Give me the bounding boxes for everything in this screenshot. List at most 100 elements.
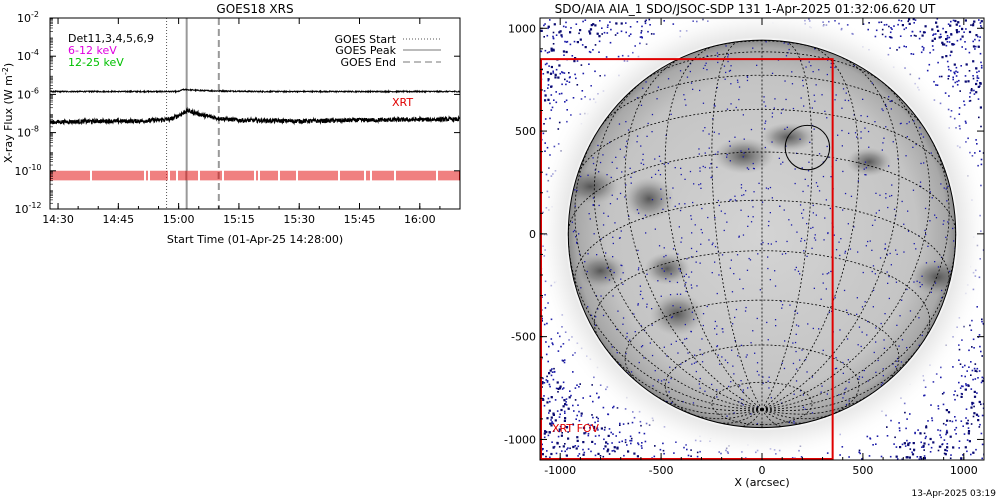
- disk-speckle-dot: [686, 337, 688, 340]
- disk-speckle-dot: [711, 383, 713, 386]
- noise-dot: [624, 439, 627, 441]
- noise-dot: [561, 83, 563, 86]
- disk-speckle-dot: [611, 346, 613, 348]
- disk-speckle-dot: [935, 217, 938, 219]
- noise-dot: [881, 28, 884, 31]
- noise-dot: [964, 80, 967, 83]
- noise-dot: [543, 395, 545, 397]
- disk-speckle-dot: [826, 273, 828, 275]
- disk-speckle-dot: [702, 102, 705, 104]
- noise-dot: [564, 101, 566, 103]
- noise-dot: [889, 31, 892, 34]
- disk-speckle-dot: [745, 306, 747, 309]
- disk-speckle-dot: [842, 170, 844, 173]
- noise-dot: [839, 454, 841, 456]
- noise-dot: [972, 378, 974, 381]
- disk-speckle-dot: [723, 65, 726, 67]
- disk-speckle-dot: [802, 209, 805, 211]
- disk-speckle-dot: [848, 400, 850, 402]
- noise-dot: [937, 449, 940, 452]
- noise-dot: [947, 65, 950, 68]
- noise-dot: [906, 418, 908, 420]
- noise-dot: [612, 406, 614, 409]
- noise-dot: [959, 363, 962, 365]
- noise-dot: [570, 394, 572, 397]
- disk-speckle-dot: [590, 314, 593, 316]
- noise-dot: [552, 35, 554, 38]
- noise-dot: [975, 82, 978, 86]
- noise-dot: [881, 33, 884, 36]
- disk-speckle-dot: [924, 229, 926, 232]
- noise-dot: [924, 437, 927, 440]
- disk-speckle-dot: [801, 349, 803, 351]
- disk-speckle-dot: [645, 81, 647, 83]
- disk-speckle-dot: [619, 148, 621, 150]
- noise-dot: [549, 102, 551, 105]
- noise-dot: [553, 23, 556, 26]
- noise-dot: [630, 437, 633, 440]
- disk-speckle-dot: [698, 383, 700, 385]
- noise-dot: [541, 386, 543, 388]
- disk-speckle-dot: [812, 204, 814, 207]
- disk-speckle-dot: [913, 243, 915, 245]
- noise-dot: [973, 93, 976, 95]
- disk-speckle-dot: [642, 218, 644, 220]
- disk-speckle-dot: [698, 153, 700, 155]
- noise-dot: [885, 23, 888, 26]
- noise-dot: [589, 32, 592, 35]
- light-curve-2: [50, 106, 460, 126]
- disk-speckle-dot: [828, 272, 830, 274]
- disk-speckle-dot: [606, 174, 608, 176]
- disk-speckle-dot: [692, 88, 694, 90]
- noise-dot: [967, 427, 970, 429]
- noise-dot: [979, 345, 981, 348]
- noise-dot: [956, 394, 959, 397]
- longitude-line: [687, 409, 763, 420]
- noise-dot: [582, 397, 584, 399]
- noise-dot: [636, 21, 639, 23]
- disk-speckle-dot: [877, 359, 879, 362]
- disk-speckle-dot: [875, 192, 877, 194]
- noise-dot: [958, 359, 960, 361]
- noise-dot: [978, 70, 980, 73]
- disk-speckle-dot: [896, 360, 898, 362]
- noise-dot: [976, 79, 979, 82]
- disk-speckle-dot: [701, 338, 703, 340]
- disk-speckle-dot: [746, 75, 748, 77]
- noise-dot: [597, 452, 600, 455]
- noise-dot: [981, 414, 984, 417]
- disk-speckle-dot: [640, 104, 643, 106]
- noise-dot: [979, 36, 981, 38]
- disk-speckle-dot: [781, 304, 784, 306]
- disk-speckle-dot: [704, 127, 706, 129]
- noise-dot: [976, 75, 979, 77]
- disk-speckle-dot: [765, 120, 767, 122]
- noise-dot: [964, 19, 967, 22]
- disk-speckle-dot: [716, 325, 718, 327]
- noise-dot: [978, 334, 981, 336]
- noise-dot: [967, 384, 970, 387]
- noise-dot: [564, 78, 566, 81]
- disk-speckle-dot: [921, 284, 923, 286]
- disk-speckle-dot: [863, 369, 865, 372]
- noise-dot: [614, 450, 616, 453]
- noise-dot: [947, 411, 951, 414]
- disk-speckle-dot: [768, 387, 770, 389]
- noise-dot: [980, 403, 982, 406]
- noise-dot: [558, 387, 561, 390]
- disk-speckle-dot: [834, 66, 836, 69]
- goes-y-tick-exp: -10: [28, 163, 41, 172]
- disk-speckle-dot: [884, 103, 887, 106]
- noise-dot: [609, 41, 612, 44]
- noise-dot: [922, 49, 925, 51]
- noise-dot: [962, 454, 964, 456]
- noise-dot: [858, 451, 860, 454]
- disk-speckle-dot: [710, 176, 712, 179]
- disk-speckle-dot: [887, 282, 889, 284]
- noise-dot: [922, 31, 926, 34]
- goes-x-label: Start Time (01-Apr-25 14:28:00): [167, 233, 343, 246]
- disk-speckle-dot: [835, 94, 837, 96]
- disk-speckle-dot: [571, 221, 573, 223]
- disk-speckle-dot: [584, 261, 586, 263]
- disk-speckle-dot: [891, 184, 893, 186]
